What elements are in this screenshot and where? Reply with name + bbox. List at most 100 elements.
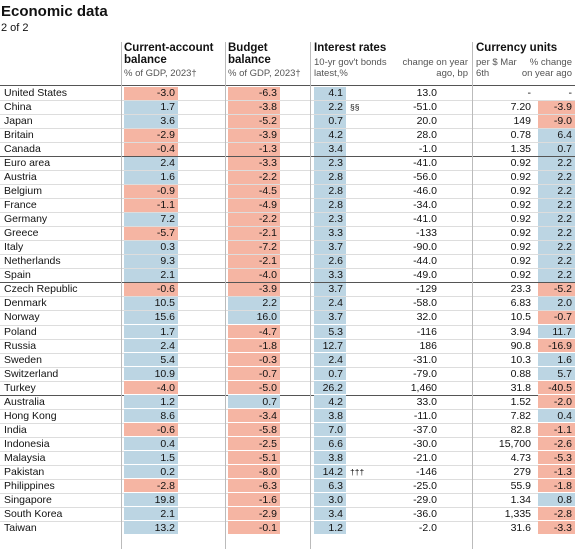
table-cell: 0.8 (557, 493, 572, 506)
country-name: Russia (4, 339, 37, 352)
cell-background (228, 282, 280, 296)
cell-background (538, 184, 575, 198)
table-cell: -3.8 (258, 101, 277, 114)
table-cell: 2.2 (262, 297, 277, 310)
table-cell: -46.0 (413, 185, 437, 198)
cell-background (228, 325, 280, 338)
column-title: Currency units (476, 42, 558, 54)
table-cell: 4.2 (328, 129, 343, 142)
table-cell: -2.8 (156, 479, 175, 492)
table-cell: 0.92 (510, 269, 531, 282)
cell-background (314, 381, 346, 395)
column-title: Budget balance (228, 42, 271, 66)
table-cell: 1.2 (328, 521, 343, 534)
table-cell: -146 (415, 465, 437, 478)
cell-background (124, 212, 178, 226)
table-cell: -1.8 (258, 339, 277, 352)
cell-background (228, 339, 280, 353)
table-cell: -129 (415, 283, 437, 296)
table-cell: -3.9 (553, 101, 572, 114)
table-cell: 1.35 (510, 143, 531, 156)
row-separator (0, 184, 575, 186)
column-divider (472, 42, 473, 549)
country-name: India (4, 423, 27, 436)
cell-background (228, 465, 280, 479)
cell-background (538, 325, 575, 338)
column-divider (121, 42, 122, 549)
country-name: Poland (4, 325, 37, 338)
column-title: Current-account balance (124, 42, 214, 66)
cell-background (314, 465, 346, 479)
table-cell: -3.3 (258, 157, 277, 170)
table-cell: 55.9 (510, 479, 531, 492)
table-cell: 19.8 (154, 493, 175, 506)
row-separator (0, 114, 575, 116)
table-cell: 0.92 (510, 185, 531, 198)
table-cell: 0.78 (510, 129, 531, 142)
table-cell: 3.94 (510, 325, 531, 338)
row-separator (0, 128, 575, 130)
table-cell: 186 (419, 339, 437, 352)
cell-background (314, 493, 346, 507)
table-cell: 2.8 (328, 199, 343, 212)
table-cell: -49.0 (413, 269, 437, 282)
table-cell: 2.2 (557, 171, 572, 184)
table-cell: 2.8 (328, 171, 343, 184)
table-cell: -0.3 (258, 353, 277, 366)
column-subtitle: % of GDP, 2023† (228, 68, 301, 79)
table-cell: 10.3 (510, 353, 531, 366)
table-cell: 3.6 (160, 115, 175, 128)
table-cell: 0.88 (510, 367, 531, 380)
row-separator (0, 85, 575, 86)
table-cell: 2.2 (557, 185, 572, 198)
cell-background (228, 240, 280, 254)
table-cell: -40.5 (548, 381, 572, 394)
table-cell: 3.0 (328, 493, 343, 506)
column-subtitle: change on year ago, bp (402, 57, 469, 79)
table-cell: -2.0 (553, 395, 572, 408)
column-subtitle: % of GDP, 2023† (124, 68, 197, 79)
cell-background (124, 184, 178, 198)
table-cell: -21.0 (413, 451, 437, 464)
cell-background (314, 114, 346, 128)
country-name: Indonesia (4, 437, 50, 450)
row-separator (0, 100, 575, 102)
country-name: Denmark (4, 297, 47, 310)
table-cell: -2.9 (156, 129, 175, 142)
table-cell: 23.3 (510, 283, 531, 296)
cell-background (314, 170, 346, 184)
country-name: Spain (4, 269, 31, 282)
cell-background (124, 142, 178, 156)
table-cell: -6.3 (258, 87, 277, 99)
cell-background (314, 325, 346, 338)
table-cell: 11.7 (552, 325, 572, 338)
cell-background (124, 156, 178, 170)
cell-background (124, 100, 178, 114)
cell-background (124, 367, 178, 381)
cell-background (124, 325, 178, 338)
table-cell: 13.2 (154, 521, 175, 534)
row-separator (0, 240, 575, 242)
cell-background (538, 381, 575, 395)
cell-background (314, 367, 346, 381)
cell-background (314, 156, 346, 170)
table-cell: -2.5 (258, 437, 277, 450)
table-cell: 3.4 (328, 507, 343, 520)
row-separator (0, 380, 575, 382)
table-cell: 1.52 (510, 395, 531, 408)
cell-background (228, 254, 280, 268)
cell-background (228, 367, 280, 381)
table-cell: 7.82 (510, 409, 531, 422)
cell-background (124, 409, 178, 423)
table-cell: 14.2 (322, 465, 343, 478)
table-cell: 2.1 (160, 507, 175, 520)
country-name: China (4, 101, 32, 114)
table-cell: -4.0 (258, 269, 277, 282)
subtitle: 2 of 2 (1, 22, 29, 34)
table-cell: 4.73 (510, 451, 531, 464)
cell-background (314, 100, 346, 114)
row-separator (0, 268, 575, 270)
country-name: Pakistan (4, 465, 45, 478)
table-cell: 9.3 (160, 255, 175, 268)
table-cell: -25.0 (413, 479, 437, 492)
